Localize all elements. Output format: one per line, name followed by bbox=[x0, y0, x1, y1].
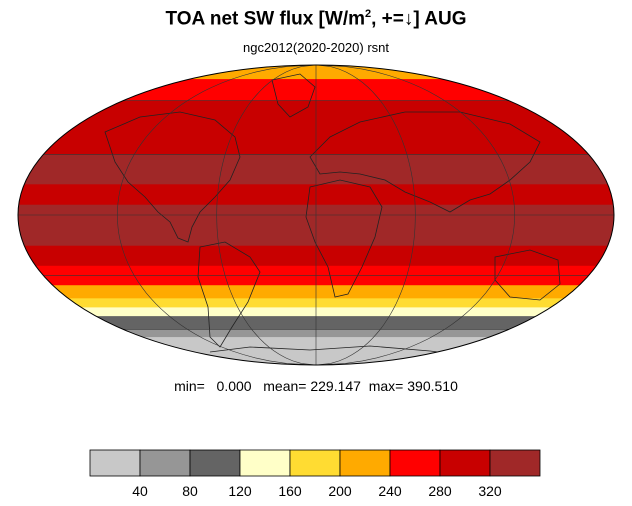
colorbar-swatch bbox=[89, 449, 141, 477]
colorbar-tick-label: 320 bbox=[478, 483, 502, 499]
colorbar-tick-label: 160 bbox=[278, 483, 302, 499]
colorbar-tick-label: 40 bbox=[132, 483, 148, 499]
colorbar-swatch bbox=[439, 449, 491, 477]
coastlines bbox=[104, 73, 561, 357]
chart-title: TOA net SW flux [W/m2, +=↓] AUG bbox=[165, 8, 467, 30]
colorbar-tick-label: 240 bbox=[378, 483, 402, 499]
mollweide-map bbox=[17, 64, 615, 366]
map-outline bbox=[17, 64, 615, 366]
colorbar-tick-label: 80 bbox=[182, 483, 198, 499]
chart-subtitle: ngc2012(2020-2020) rsnt bbox=[243, 40, 389, 55]
colorbar-tick-label: 200 bbox=[328, 483, 352, 499]
colorbar-swatch bbox=[489, 449, 541, 477]
colorbar-swatch bbox=[339, 449, 391, 477]
colorbar-swatch bbox=[139, 449, 191, 477]
colorbar-swatch bbox=[389, 449, 441, 477]
colorbar-tick-label: 120 bbox=[228, 483, 252, 499]
meridian-line bbox=[315, 65, 416, 365]
colorbar-tick-label: 280 bbox=[428, 483, 452, 499]
meridian-line bbox=[216, 65, 317, 365]
meridian-line bbox=[116, 65, 317, 365]
colorbar-swatch bbox=[189, 449, 241, 477]
colorbar bbox=[89, 449, 541, 477]
graticule bbox=[18, 65, 614, 365]
meridian-line bbox=[315, 65, 516, 365]
colorbar-swatch bbox=[289, 449, 341, 477]
colorbar-swatch bbox=[239, 449, 291, 477]
stats-line: min= 0.000 mean= 229.147 max= 390.510 bbox=[174, 378, 458, 394]
